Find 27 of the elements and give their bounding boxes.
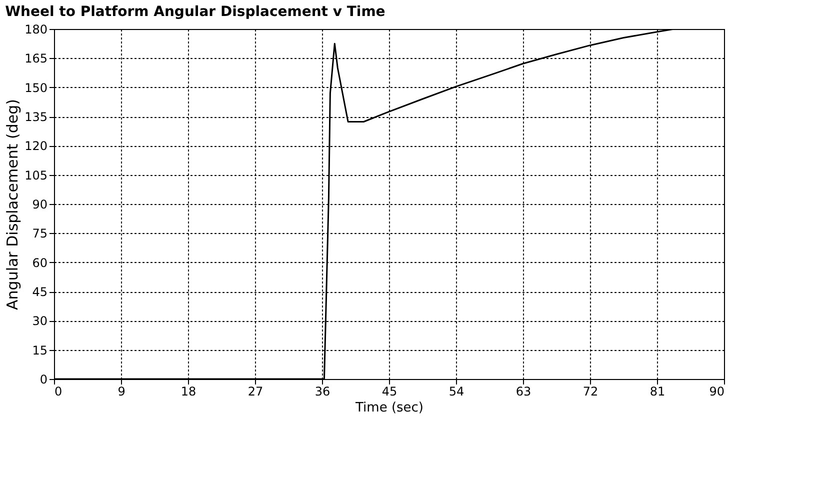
y-tick-label: 30	[32, 314, 48, 328]
y-tick-label: 120	[24, 139, 48, 154]
x-tick-label: 27	[248, 384, 264, 398]
y-tick-label: 75	[32, 226, 48, 241]
x-tick-label: 0	[54, 384, 62, 398]
x-tick-label: 9	[118, 384, 126, 398]
x-tick-label: 18	[180, 384, 196, 398]
y-tick-label: 0	[40, 372, 48, 386]
x-tick-label: 63	[516, 384, 532, 398]
x-tick-label: 72	[582, 384, 598, 398]
x-tick-label: 45	[382, 384, 398, 398]
y-tick-label: 150	[24, 80, 48, 95]
x-tick-label: 90	[709, 384, 724, 398]
y-tick-label: 105	[24, 168, 48, 182]
x-axis-title: Time (sec)	[354, 400, 424, 416]
y-axis-title: Angular Displacement (deg)	[4, 99, 22, 310]
y-tick-label: 135	[24, 110, 48, 124]
y-tick-label: 165	[24, 52, 48, 66]
y-tick-label: 60	[32, 256, 48, 270]
x-tick-label: 36	[314, 384, 330, 398]
chart-title: Wheel to Platform Angular Displacement v Time	[5, 4, 386, 20]
x-tick-label: 54	[448, 384, 464, 398]
y-tick-label: 15	[32, 343, 48, 358]
y-tick-label: 45	[32, 285, 48, 299]
x-tick-label: 81	[650, 384, 666, 398]
y-tick-label: 180	[24, 22, 48, 36]
y-tick-label: 90	[32, 198, 48, 212]
